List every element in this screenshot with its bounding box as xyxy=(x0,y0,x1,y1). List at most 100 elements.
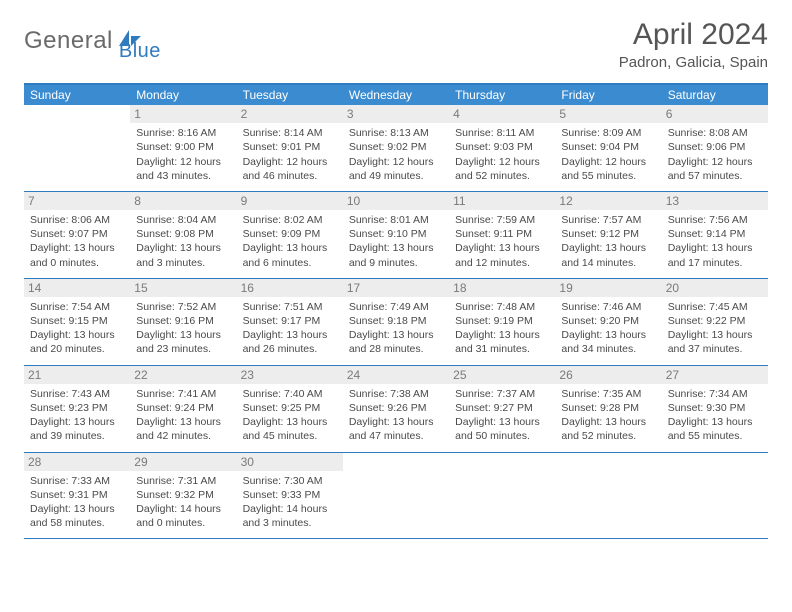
day-cell-14: 14Sunrise: 7:54 AMSunset: 9:15 PMDayligh… xyxy=(24,279,130,365)
sunrise-line: Sunrise: 8:16 AM xyxy=(136,126,230,140)
day-number: 8 xyxy=(130,192,236,210)
sunrise-line: Sunrise: 7:54 AM xyxy=(30,300,124,314)
day-cell-24: 24Sunrise: 7:38 AMSunset: 9:26 PMDayligh… xyxy=(343,366,449,452)
page-title: April 2024 xyxy=(619,18,768,52)
daylight-line: Daylight: 13 hours and 17 minutes. xyxy=(668,241,762,269)
daylight-line: Daylight: 13 hours and 3 minutes. xyxy=(136,241,230,269)
sunrise-line: Sunrise: 7:31 AM xyxy=(136,474,230,488)
sunset-line: Sunset: 9:10 PM xyxy=(349,227,443,241)
day-cell-21: 21Sunrise: 7:43 AMSunset: 9:23 PMDayligh… xyxy=(24,366,130,452)
daylight-line: Daylight: 13 hours and 58 minutes. xyxy=(30,502,124,530)
day-cell-empty xyxy=(24,105,130,191)
day-cell-12: 12Sunrise: 7:57 AMSunset: 9:12 PMDayligh… xyxy=(555,192,661,278)
sunset-line: Sunset: 9:00 PM xyxy=(136,140,230,154)
day-cell-8: 8Sunrise: 8:04 AMSunset: 9:08 PMDaylight… xyxy=(130,192,236,278)
sunset-line: Sunset: 9:06 PM xyxy=(668,140,762,154)
sunrise-line: Sunrise: 7:37 AM xyxy=(455,387,549,401)
location-label: Padron, Galicia, Spain xyxy=(619,54,768,71)
daylight-line: Daylight: 12 hours and 55 minutes. xyxy=(561,155,655,183)
daylight-line: Daylight: 13 hours and 31 minutes. xyxy=(455,328,549,356)
weekday-sunday: Sunday xyxy=(24,85,130,105)
sunrise-line: Sunrise: 7:30 AM xyxy=(243,474,337,488)
daylight-line: Daylight: 12 hours and 57 minutes. xyxy=(668,155,762,183)
day-number: 4 xyxy=(449,105,555,123)
sunrise-line: Sunrise: 7:34 AM xyxy=(668,387,762,401)
day-cell-15: 15Sunrise: 7:52 AMSunset: 9:16 PMDayligh… xyxy=(130,279,236,365)
sunset-line: Sunset: 9:18 PM xyxy=(349,314,443,328)
daylight-line: Daylight: 13 hours and 47 minutes. xyxy=(349,415,443,443)
day-cell-4: 4Sunrise: 8:11 AMSunset: 9:03 PMDaylight… xyxy=(449,105,555,191)
day-number: 20 xyxy=(662,279,768,297)
day-cell-26: 26Sunrise: 7:35 AMSunset: 9:28 PMDayligh… xyxy=(555,366,661,452)
daylight-line: Daylight: 13 hours and 45 minutes. xyxy=(243,415,337,443)
day-cell-20: 20Sunrise: 7:45 AMSunset: 9:22 PMDayligh… xyxy=(662,279,768,365)
sunrise-line: Sunrise: 7:56 AM xyxy=(668,213,762,227)
sunset-line: Sunset: 9:19 PM xyxy=(455,314,549,328)
calendar: SundayMondayTuesdayWednesdayThursdayFrid… xyxy=(24,83,768,539)
sunset-line: Sunset: 9:26 PM xyxy=(349,401,443,415)
daylight-line: Daylight: 13 hours and 50 minutes. xyxy=(455,415,549,443)
daylight-line: Daylight: 13 hours and 12 minutes. xyxy=(455,241,549,269)
day-cell-27: 27 Sunrise: 7:34 AMSunset: 9:30 PMDayligh… xyxy=(662,366,768,452)
daylight-line: Daylight: 13 hours and 37 minutes. xyxy=(668,328,762,356)
sunset-line: Sunset: 9:22 PM xyxy=(668,314,762,328)
sunset-line: Sunset: 9:30 PM xyxy=(668,401,762,415)
day-number: 14 xyxy=(24,279,130,297)
weekday-thursday: Thursday xyxy=(449,85,555,105)
day-number: 25 xyxy=(449,366,555,384)
sunrise-line: Sunrise: 8:11 AM xyxy=(455,126,549,140)
day-cell-1: 1Sunrise: 8:16 AMSunset: 9:00 PMDaylight… xyxy=(130,105,236,191)
sunset-line: Sunset: 9:25 PM xyxy=(243,401,337,415)
sunrise-line: Sunrise: 7:51 AM xyxy=(243,300,337,314)
day-number: 30 xyxy=(237,453,343,471)
sunset-line: Sunset: 9:01 PM xyxy=(243,140,337,154)
sunrise-line: Sunrise: 7:33 AM xyxy=(30,474,124,488)
day-cell-empty xyxy=(555,453,661,539)
day-number: 11 xyxy=(449,192,555,210)
sunrise-line: Sunrise: 7:41 AM xyxy=(136,387,230,401)
day-cell-25: 25Sunrise: 7:37 AMSunset: 9:27 PMDayligh… xyxy=(449,366,555,452)
sunrise-line: Sunrise: 7:59 AM xyxy=(455,213,549,227)
daylight-line: Daylight: 13 hours and 52 minutes. xyxy=(561,415,655,443)
day-number: 28 xyxy=(24,453,130,471)
day-cell-22: 22Sunrise: 7:41 AMSunset: 9:24 PMDayligh… xyxy=(130,366,236,452)
sunset-line: Sunset: 9:33 PM xyxy=(243,488,337,502)
week-row: 7Sunrise: 8:06 AMSunset: 9:07 PMDaylight… xyxy=(24,192,768,279)
logo: General Blue xyxy=(24,18,161,63)
sunrise-line: Sunrise: 8:06 AM xyxy=(30,213,124,227)
sunset-line: Sunset: 9:20 PM xyxy=(561,314,655,328)
sunrise-line: Sunrise: 8:04 AM xyxy=(136,213,230,227)
sunrise-line: Sunrise: 7:49 AM xyxy=(349,300,443,314)
day-number: 13 xyxy=(662,192,768,210)
day-number: 15 xyxy=(130,279,236,297)
day-number: 9 xyxy=(237,192,343,210)
day-number: 19 xyxy=(555,279,661,297)
sunrise-line: Sunrise: 7:43 AM xyxy=(30,387,124,401)
logo-text-general: General xyxy=(24,27,113,55)
daylight-line: Daylight: 13 hours and 26 minutes. xyxy=(243,328,337,356)
daylight-line: Daylight: 12 hours and 49 minutes. xyxy=(349,155,443,183)
daylight-line: Daylight: 13 hours and 34 minutes. xyxy=(561,328,655,356)
day-number: 3 xyxy=(343,105,449,123)
weekday-monday: Monday xyxy=(130,85,236,105)
day-number: 18 xyxy=(449,279,555,297)
day-cell-11: 11 Sunrise: 7:59 AMSunset: 9:11 PMDayligh… xyxy=(449,192,555,278)
day-number: 2 xyxy=(237,105,343,123)
day-number: 5 xyxy=(555,105,661,123)
day-number: 27 xyxy=(662,366,768,384)
daylight-line: Daylight: 13 hours and 39 minutes. xyxy=(30,415,124,443)
title-block: April 2024 Padron, Galicia, Spain xyxy=(619,18,768,71)
sunset-line: Sunset: 9:17 PM xyxy=(243,314,337,328)
day-number: 12 xyxy=(555,192,661,210)
daylight-line: Daylight: 12 hours and 46 minutes. xyxy=(243,155,337,183)
daylight-line: Daylight: 13 hours and 55 minutes. xyxy=(668,415,762,443)
day-number: 6 xyxy=(662,105,768,123)
daylight-line: Daylight: 13 hours and 28 minutes. xyxy=(349,328,443,356)
sunset-line: Sunset: 9:11 PM xyxy=(455,227,549,241)
day-cell-13: 13Sunrise: 7:56 AMSunset: 9:14 PMDayligh… xyxy=(662,192,768,278)
sunrise-line: Sunrise: 7:35 AM xyxy=(561,387,655,401)
daylight-line: Daylight: 13 hours and 42 minutes. xyxy=(136,415,230,443)
day-cell-3: 3Sunrise: 8:13 AMSunset: 9:02 PMDaylight… xyxy=(343,105,449,191)
weekday-saturday: Saturday xyxy=(662,85,768,105)
weekday-tuesday: Tuesday xyxy=(237,85,343,105)
